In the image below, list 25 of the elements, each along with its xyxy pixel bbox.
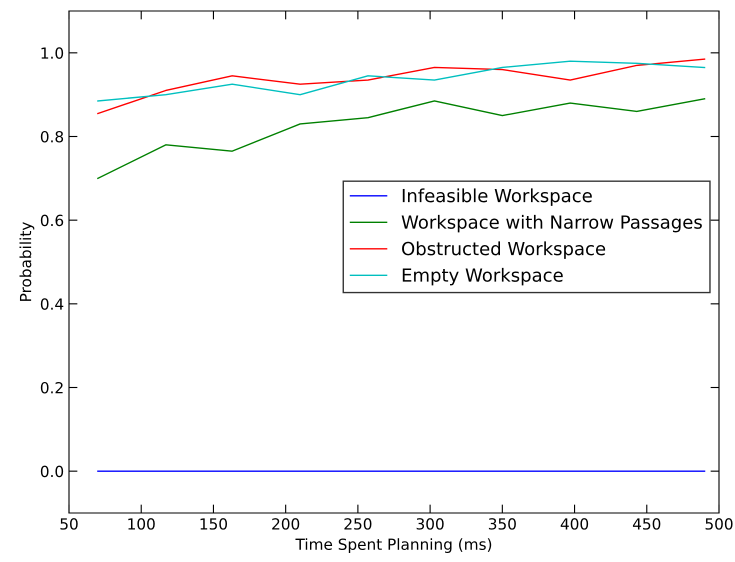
x-tick-label: 250 bbox=[344, 518, 372, 530]
line-series bbox=[97, 58, 706, 114]
x-tick-label: 400 bbox=[560, 518, 588, 530]
x-tick-label: 500 bbox=[706, 518, 733, 530]
x-tick-label: 450 bbox=[632, 518, 660, 530]
legend-label: Obstructed Workspace bbox=[402, 241, 606, 259]
y-tick-label: 0.6 bbox=[40, 214, 64, 226]
y-tick-label: 0.4 bbox=[40, 298, 64, 310]
x-tick-label: 150 bbox=[200, 518, 228, 530]
legend-label: Infeasible Workspace bbox=[402, 188, 592, 206]
x-tick-label: 50 bbox=[60, 518, 78, 530]
x-tick-label: 300 bbox=[416, 518, 444, 530]
line-series bbox=[97, 98, 706, 180]
x-tick-label: 200 bbox=[272, 518, 300, 530]
line-series bbox=[97, 60, 706, 102]
legend-label: Empty Workspace bbox=[402, 268, 563, 286]
y-tick-label: 0.2 bbox=[40, 382, 63, 394]
y-tick-label: 0.0 bbox=[40, 466, 64, 478]
x-tick-label: 350 bbox=[488, 518, 516, 530]
y-axis-title: Probability bbox=[20, 222, 34, 301]
legend-label: Workspace with Narrow Passages bbox=[402, 214, 702, 232]
x-axis-title: Time Spent Planning (ms) bbox=[295, 538, 492, 553]
x-tick-label: 100 bbox=[128, 518, 155, 530]
y-tick-label: 1.0 bbox=[42, 47, 64, 59]
y-tick-label: 0.8 bbox=[40, 130, 64, 143]
